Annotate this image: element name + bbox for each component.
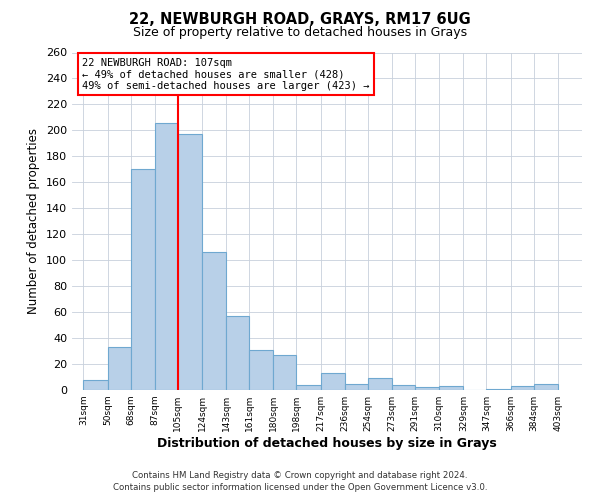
Bar	[487, 388, 511, 390]
Bar	[131, 170, 155, 390]
Bar	[202, 252, 226, 390]
Text: 22 NEWBURGH ROAD: 107sqm
← 49% of detached houses are smaller (428)
49% of semi-: 22 NEWBURGH ROAD: 107sqm ← 49% of detach…	[82, 58, 370, 91]
Text: 22, NEWBURGH ROAD, GRAYS, RM17 6UG: 22, NEWBURGH ROAD, GRAYS, RM17 6UG	[129, 12, 471, 28]
Bar	[345, 384, 368, 390]
Text: Size of property relative to detached houses in Grays: Size of property relative to detached ho…	[133, 26, 467, 39]
X-axis label: Distribution of detached houses by size in Grays: Distribution of detached houses by size …	[157, 437, 497, 450]
Bar	[439, 386, 463, 390]
Text: Contains HM Land Registry data © Crown copyright and database right 2024.
Contai: Contains HM Land Registry data © Crown c…	[113, 471, 487, 492]
Bar	[83, 380, 108, 390]
Bar	[249, 350, 274, 390]
Bar	[368, 378, 392, 390]
Bar	[226, 316, 249, 390]
Y-axis label: Number of detached properties: Number of detached properties	[28, 128, 40, 314]
Bar	[178, 134, 202, 390]
Bar	[320, 373, 345, 390]
Bar	[415, 388, 439, 390]
Bar	[155, 122, 178, 390]
Bar	[533, 384, 558, 390]
Bar	[108, 347, 131, 390]
Bar	[274, 355, 296, 390]
Bar	[392, 385, 415, 390]
Bar	[511, 386, 533, 390]
Bar	[296, 385, 320, 390]
